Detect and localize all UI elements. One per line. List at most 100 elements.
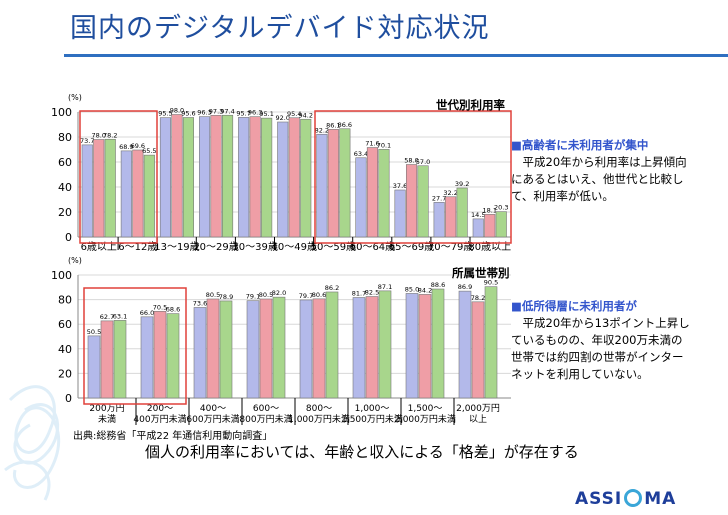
chart1-xtick-label: 60～64歳 [350,241,395,253]
chart2-data-label: 73.6 [193,299,207,307]
chart1-data-label: 95.7 [236,109,250,117]
chart2-bar [166,313,180,399]
chart1-data-label: 97.4 [220,107,234,115]
logo-text-right: MA [644,489,677,509]
chart1-xtick-label: 6歳以上 [81,241,117,253]
chart1-bar [300,118,312,238]
chart2-bar [246,300,260,399]
chart1-data-label: 65.5 [142,147,156,155]
chart2-data-label: 81.7 [352,290,366,298]
chart2-bar [378,290,392,399]
chart1-bar [378,149,390,238]
chart2-bar [418,294,432,399]
chart1-ytick-label: 60 [58,156,72,169]
chart1-bar [93,139,105,238]
chart2-bar [299,299,313,399]
chart1-bar [316,133,328,238]
chart2-data-label: 86.9 [458,283,472,291]
chart2-bar [259,298,273,399]
chart1-xtick-label: 80歳以上 [468,241,511,253]
logo-ring-icon [624,489,643,507]
chart2-xtick-label: 1,500万円未満 [341,413,403,425]
chart1-data-label: 98.0 [170,107,184,115]
chart1-data-label: 94.2 [299,111,313,119]
chart2-data-label: 63.1 [113,312,127,320]
chart1-data-label: 78.0 [92,132,106,140]
chart1-bar [81,144,93,238]
title-underline [64,54,728,57]
chart2-data-label: 84.2 [418,286,432,294]
chart1-data-label: 70.1 [377,141,391,149]
chart2-ytick-label: 80 [58,294,72,307]
chart2-data-label: 79.1 [246,293,260,301]
chart2-xtick-label: 未満 [98,413,116,425]
chart1-note-body: 平成20年から利用率は上昇傾向にあるとはいえ、他世代と比較して、利用率が低い。 [511,155,687,203]
chart2-data-label: 62.7 [100,313,114,321]
chart2-data-label: 68.6 [166,306,180,314]
chart2-data-label: 82.0 [272,289,286,297]
chart2-bar [272,296,286,399]
chart1-data-label: 96.3 [197,109,211,117]
chart1-highlight-young [79,110,158,244]
chart2-ytick-label: 20 [58,367,72,380]
chart2-xtick-label: 1,500～ [408,404,443,414]
chart1-bar [484,214,496,238]
chart2-data-label: 50.5 [87,328,101,336]
chart1-bar [182,117,194,238]
chart1-data-label: 92.0 [276,114,290,122]
chart1-bar [417,165,429,238]
chart1-bar [433,202,445,238]
chart2-xtick-label: 600～ [253,404,279,414]
chart1-xtick-label: 50～59歳 [311,241,356,253]
chart2-xtick-label: 800～ [306,404,332,414]
chart1-note: ■高齢者に未利用者が集中 平成20年から利用率は上昇傾向にあるとはいえ、他世代と… [511,120,691,222]
chart2-bar [458,290,472,399]
assioma-logo: ASSI MA [575,489,676,509]
chart1-data-label: 39.2 [455,180,469,188]
chart2-bar [206,298,220,399]
chart1-data-label: 57.0 [416,158,430,166]
chart2-bar [113,320,127,399]
chart1-bar [472,218,484,238]
chart2-data-label: 70.5 [153,303,167,311]
chart1-data-label: 37.6 [393,182,407,190]
chart2-data-label: 79.7 [299,292,313,300]
chart1-xtick-label: 65～69歳 [389,241,434,253]
decorative-swirl [4,385,61,501]
chart2-xtick-label: 2,000万円未満 [394,413,456,425]
chart1-bar [249,116,261,238]
chart1-bar [238,117,250,238]
chart1-bar [199,116,211,238]
chart1-label: 世代別利用率 [436,98,505,112]
chart1-bar [222,114,234,238]
chart2-data-label: 88.6 [431,281,445,289]
chart1-data-label: 78.2 [103,131,117,139]
chart2-bar [484,286,498,399]
chart1-bar [495,211,507,238]
chart2-xtick-label: 1,000～ [355,404,390,414]
chart2-label: 所属世帯別 [452,266,510,280]
chart1-ytick-label: 0 [65,231,72,244]
chart2-xtick-label: 200～ [147,404,173,414]
chart1-bar [339,128,351,238]
chart1-xtick-label: 70～79歳 [428,241,473,253]
chart1-xtick-label: 40～49歳 [272,241,317,253]
chart1-data-label: 96.3 [248,109,262,117]
chart1-bar [132,149,144,238]
chart1-ytick-label: 80 [58,131,72,144]
chart2-note-body: 平成20年から13ポイント上昇しているものの、年収200万未満の世帯では約四割の… [511,316,690,381]
chart1-data-label: 69.6 [131,142,145,150]
chart1-xtick-label: 6～12歳 [118,241,157,253]
chart2-data-label: 86.2 [325,284,339,292]
chart2-data-label: 90.5 [484,279,498,287]
chart2-data-label: 80.6 [312,291,326,299]
chart2-note: ■低所得層に未利用者が 平成20年から13ポイント上昇しているものの、年収200… [511,281,691,400]
chart1-data-label: 95.4 [287,110,301,118]
source-note: 出典:総務省「平成22 年通信利用動向調査」 [73,431,273,442]
chart1-data-label: 68.9 [119,143,133,151]
chart1-data-label: 97.3 [209,107,223,115]
chart1-unit-label: (%) [68,93,82,102]
chart2-bar [87,335,101,399]
chart1-data-label: 82.2 [315,126,329,134]
chart1-note-head: ■高齢者に未利用者が集中 [511,138,649,152]
